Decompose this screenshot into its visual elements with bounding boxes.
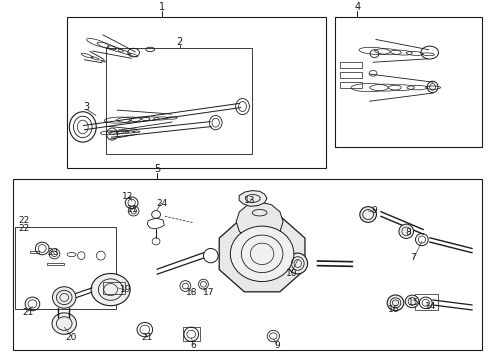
Polygon shape — [239, 190, 267, 206]
Text: 17: 17 — [202, 288, 214, 297]
Text: 1: 1 — [159, 2, 165, 12]
Text: 8: 8 — [406, 228, 412, 237]
Text: 19: 19 — [120, 285, 131, 294]
Text: 9: 9 — [371, 206, 377, 215]
Ellipse shape — [288, 253, 308, 274]
Text: 22: 22 — [19, 224, 30, 233]
Bar — [340, 62, 362, 68]
Polygon shape — [219, 216, 305, 292]
Text: 24: 24 — [156, 199, 168, 208]
Text: 20: 20 — [66, 333, 77, 342]
Bar — [340, 72, 362, 78]
Bar — [106, 48, 252, 154]
Text: 4: 4 — [354, 2, 361, 12]
Ellipse shape — [387, 295, 404, 311]
Text: 9: 9 — [274, 341, 280, 350]
Text: 23: 23 — [48, 248, 59, 257]
Ellipse shape — [360, 207, 376, 222]
Ellipse shape — [52, 287, 76, 308]
Bar — [30, 251, 39, 253]
Text: 7: 7 — [411, 253, 416, 262]
Text: 21: 21 — [22, 308, 33, 317]
Text: 2: 2 — [176, 37, 183, 47]
Bar — [415, 294, 438, 310]
Text: 3: 3 — [83, 102, 89, 112]
Ellipse shape — [52, 313, 76, 334]
Text: 21: 21 — [142, 333, 153, 342]
Text: 22: 22 — [19, 216, 30, 225]
Text: 13: 13 — [244, 196, 256, 205]
Ellipse shape — [399, 224, 414, 238]
Bar — [67, 17, 326, 168]
Text: 18: 18 — [186, 288, 197, 297]
Bar — [47, 263, 64, 265]
Ellipse shape — [91, 274, 130, 306]
Text: 15: 15 — [408, 298, 419, 307]
Bar — [340, 81, 362, 88]
Bar — [335, 17, 482, 147]
Ellipse shape — [405, 295, 419, 308]
Polygon shape — [236, 202, 283, 241]
Text: 12: 12 — [122, 192, 133, 201]
Ellipse shape — [230, 226, 294, 282]
Text: 6: 6 — [191, 341, 196, 350]
Text: 11: 11 — [127, 204, 138, 213]
Text: 16: 16 — [388, 306, 400, 315]
Text: 14: 14 — [425, 302, 437, 311]
Bar — [13, 179, 482, 350]
Bar — [15, 227, 116, 309]
Text: 10: 10 — [286, 269, 297, 278]
Bar — [103, 282, 125, 294]
Text: 5: 5 — [154, 164, 160, 174]
Bar — [183, 327, 200, 341]
